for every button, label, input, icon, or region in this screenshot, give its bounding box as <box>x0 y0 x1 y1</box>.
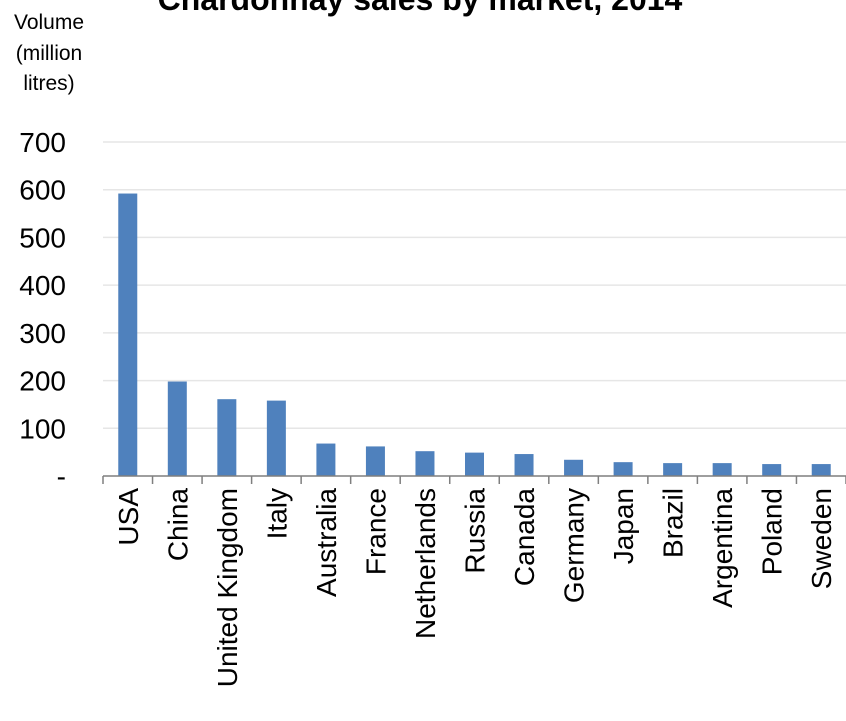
bar <box>564 459 584 476</box>
bar <box>762 464 782 476</box>
bar <box>217 399 237 476</box>
chart-title: Chardonnay sales by market, 2014 <box>158 0 683 17</box>
x-tick-label: United Kingdom <box>212 488 243 687</box>
bars <box>118 193 831 476</box>
bar <box>118 193 138 476</box>
x-tick-label: USA <box>113 488 144 546</box>
x-tick-label: Argentina <box>707 488 738 608</box>
bar <box>514 454 534 476</box>
y-tick-label: 400 <box>19 270 66 301</box>
bar <box>415 451 435 476</box>
x-tick-label: Russia <box>460 488 491 574</box>
x-tick-label: France <box>360 488 391 575</box>
y-tick-label: 700 <box>19 127 66 158</box>
y-axis-label-line-1: Volume <box>14 11 84 34</box>
x-tick-label: Germany <box>559 488 590 603</box>
y-tick-label: 100 <box>19 413 66 444</box>
bar <box>365 446 385 476</box>
y-axis-label-line-2: (million <box>16 42 83 65</box>
x-tick-label: Australia <box>311 488 342 597</box>
y-tick-label: 600 <box>19 175 66 206</box>
x-tick-label: Japan <box>608 488 639 564</box>
bar <box>712 463 732 476</box>
x-tick-label: China <box>162 488 193 562</box>
gridlines <box>103 141 846 430</box>
x-axis <box>102 475 846 484</box>
x-tick-label: Poland <box>757 488 788 575</box>
category-labels: USA China United Kingdom Italy Australia Fran… <box>113 488 837 688</box>
bar <box>167 381 187 476</box>
y-tick-label: - <box>57 461 66 492</box>
x-tick-label: Sweden <box>806 488 837 589</box>
y-tick-label: 300 <box>19 318 66 349</box>
bar <box>663 463 683 476</box>
x-tick-label: Canada <box>509 488 540 587</box>
bar <box>266 400 286 476</box>
bar <box>613 462 633 476</box>
x-tick-label: Italy <box>261 488 292 539</box>
bar <box>316 443 336 476</box>
bar <box>811 464 831 476</box>
x-tick-label: Brazil <box>658 488 689 558</box>
bar <box>465 452 484 476</box>
x-tick-label: Netherlands <box>410 488 441 639</box>
y-tick-label: 500 <box>19 222 66 253</box>
y-axis-ticks: - 100 200 300 400 500 600 700 <box>19 127 66 492</box>
y-tick-label: 200 <box>19 366 66 397</box>
y-axis-label-line-3: litres) <box>23 72 74 95</box>
